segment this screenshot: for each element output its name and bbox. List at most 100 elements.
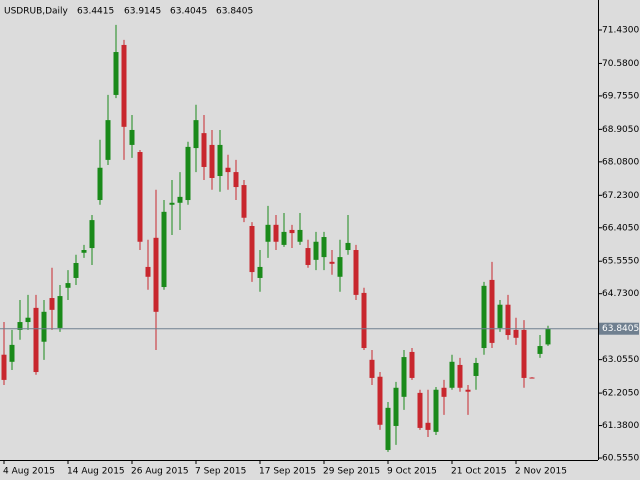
candle-body	[169, 202, 175, 205]
candle-body	[473, 362, 479, 376]
candle-body	[217, 144, 223, 177]
candle-body	[25, 317, 31, 323]
header-close: 63.8405	[216, 7, 253, 17]
y-tick-label: 69.7550	[602, 91, 639, 101]
y-tick-label: 60.5550	[602, 454, 639, 464]
plot	[1, 24, 551, 452]
candle-body	[417, 392, 423, 428]
header-low: 63.4045	[170, 7, 207, 17]
candle-body	[521, 329, 527, 378]
candle-body	[433, 389, 439, 432]
candle-body	[113, 52, 119, 95]
candle-body	[33, 307, 39, 373]
candle-body	[121, 44, 127, 127]
candle-body	[249, 226, 255, 273]
y-tick-label: 71.4300	[602, 25, 639, 35]
candle-body	[377, 376, 383, 425]
candle-body	[17, 322, 23, 330]
candle-body	[81, 250, 87, 253]
candle-body	[393, 387, 399, 426]
candle-body	[257, 266, 263, 278]
candle-body	[289, 229, 295, 234]
candle-body	[161, 211, 167, 288]
candle-body	[489, 279, 495, 343]
x-tick-label: 14 Aug 2015	[67, 467, 125, 477]
candle-body	[273, 224, 279, 242]
candle-body	[225, 167, 231, 173]
symbol: USDRUB,Daily	[4, 7, 69, 17]
candle-body	[329, 261, 335, 264]
candle-body	[201, 133, 207, 167]
x-tick-label: 9 Oct 2015	[387, 467, 437, 477]
y-tick-label: 68.9050	[602, 125, 639, 135]
candle-body	[49, 298, 55, 310]
y-tick-label: 65.5550	[602, 257, 639, 267]
y-tick-label: 67.2300	[602, 191, 639, 201]
candle-body	[497, 304, 503, 328]
candle-body	[345, 242, 351, 251]
price-label-bg	[599, 322, 639, 335]
candle-body	[97, 167, 103, 201]
candle-body	[449, 361, 455, 388]
candle-body	[145, 266, 151, 277]
y-tick-label: 63.0550	[602, 355, 639, 365]
candle-body	[353, 250, 359, 295]
x-tick-label: 4 Aug 2015	[3, 467, 55, 477]
x-tick-label: 26 Aug 2015	[131, 467, 189, 477]
candle-body	[441, 387, 447, 397]
candle-body	[425, 422, 431, 430]
candle-body	[153, 237, 159, 312]
candle-body	[529, 377, 535, 379]
x-tick-label: 2 Nov 2015	[515, 467, 567, 477]
candle-body	[265, 224, 271, 242]
candle-body	[305, 248, 311, 265]
candle-body	[537, 346, 543, 354]
y-tick-label: 66.4050	[602, 223, 639, 233]
candle-body	[129, 129, 135, 145]
candle-body	[545, 328, 551, 345]
candle-body	[281, 231, 287, 245]
x-tick-label: 7 Sep 2015	[195, 467, 246, 477]
y-tick-label: 70.5800	[602, 59, 639, 69]
candle-body	[481, 285, 487, 349]
candle-body	[65, 283, 71, 288]
x-tick-label: 17 Sep 2015	[259, 467, 316, 477]
y-tick-label: 62.2050	[602, 389, 639, 399]
price-label: 63.8405	[602, 324, 639, 334]
candle-body	[57, 296, 63, 328]
candle-body	[89, 220, 95, 249]
x-tick-label: 21 Oct 2015	[451, 467, 507, 477]
candle-body	[409, 351, 415, 378]
candle-body	[297, 229, 303, 242]
candle-body	[193, 120, 199, 149]
candle-body	[105, 120, 111, 160]
header-high: 63.9145	[124, 7, 161, 17]
candle-body	[513, 329, 519, 338]
candle-body	[313, 241, 319, 260]
candle-body	[41, 311, 47, 342]
candle-body	[401, 357, 407, 397]
candle-body	[457, 364, 463, 388]
candle-body	[209, 144, 215, 178]
header-open: 63.4415	[77, 7, 114, 17]
candle-body	[337, 257, 343, 277]
candle-body	[9, 344, 15, 362]
x-tick-label: 29 Sep 2015	[323, 467, 380, 477]
candle-body	[361, 292, 367, 349]
candle-body	[137, 152, 143, 242]
candle-body	[73, 263, 79, 278]
candle-body	[465, 389, 471, 392]
candle-body	[233, 172, 239, 188]
candle-body	[1, 354, 7, 380]
candle-body	[185, 146, 191, 201]
candle-body	[369, 359, 375, 378]
candle-body	[321, 237, 327, 258]
candle-body	[505, 304, 511, 336]
y-tick-label: 64.7300	[602, 289, 639, 299]
y-tick-label: 61.3800	[602, 421, 639, 431]
candle-body	[241, 185, 247, 218]
candle-body	[177, 196, 183, 203]
candle-body	[385, 407, 391, 450]
